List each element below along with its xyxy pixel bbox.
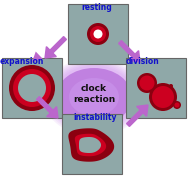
FancyArrow shape xyxy=(119,41,140,62)
Text: instability: instability xyxy=(73,113,117,122)
Circle shape xyxy=(87,23,109,45)
Ellipse shape xyxy=(47,61,141,133)
Circle shape xyxy=(9,65,55,111)
Circle shape xyxy=(137,73,157,93)
Circle shape xyxy=(90,26,106,42)
Circle shape xyxy=(169,84,173,88)
Ellipse shape xyxy=(53,66,135,129)
FancyArrow shape xyxy=(127,105,148,126)
Ellipse shape xyxy=(69,78,119,116)
FancyArrow shape xyxy=(37,97,58,118)
Circle shape xyxy=(93,29,102,39)
Text: clock
reaction: clock reaction xyxy=(73,84,115,104)
Circle shape xyxy=(173,101,181,109)
Circle shape xyxy=(18,74,46,102)
Bar xyxy=(68,4,128,64)
Text: division: division xyxy=(126,57,160,66)
Ellipse shape xyxy=(49,63,139,132)
Polygon shape xyxy=(75,134,106,156)
Circle shape xyxy=(174,102,180,108)
Ellipse shape xyxy=(56,68,132,126)
Polygon shape xyxy=(68,128,114,162)
Ellipse shape xyxy=(51,64,137,130)
Circle shape xyxy=(149,83,177,111)
Bar xyxy=(2,58,62,118)
Circle shape xyxy=(152,86,174,108)
Bar xyxy=(126,58,186,118)
Bar xyxy=(62,114,122,174)
Ellipse shape xyxy=(43,58,145,136)
Circle shape xyxy=(13,69,51,107)
FancyArrow shape xyxy=(45,37,66,58)
Polygon shape xyxy=(79,137,101,153)
Circle shape xyxy=(139,75,155,91)
Ellipse shape xyxy=(45,60,143,135)
Text: expansion: expansion xyxy=(0,57,44,66)
Text: resting: resting xyxy=(82,3,112,12)
